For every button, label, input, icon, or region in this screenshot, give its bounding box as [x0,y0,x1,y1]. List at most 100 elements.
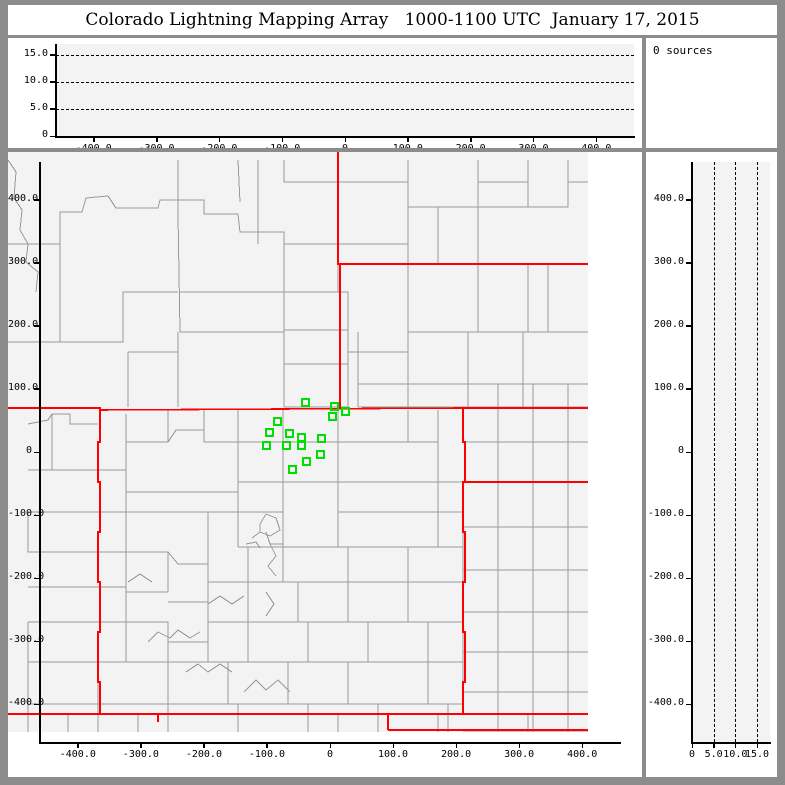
time-height-y-tick [50,108,56,110]
map-y-tick [34,451,40,453]
title-bar: Colorado Lightning Mapping Array 1000-11… [8,5,777,35]
map-y-ticklabel: -200.0 [8,571,45,583]
hist-y-ticklabel: 0 [677,445,684,456]
time-height-x-tick [532,136,535,142]
time-height-x-ticklabel: -300.0 [117,143,197,148]
hist-y-tick [686,262,692,264]
lightning-source-marker [328,411,338,421]
map-y-ticklabel: 100.0 [8,381,39,393]
map-y-ticklabel: 0 [25,445,32,456]
map-y-ticklabel: -400.0 [8,697,45,709]
lightning-source-marker [288,465,298,475]
map-x-tick [140,742,142,748]
time-height-x-tick [595,136,598,142]
time-height-x-tick [93,136,95,142]
time-height-y-ticklabel: 0 [41,129,48,140]
hist-gridline [735,162,737,742]
map-y-tick [34,199,40,201]
hist-y-ticklabel: 400.0 [653,192,684,204]
time-height-panel[interactable]: 05.010.015.0-400.0-300.0-200.0-100.00100… [8,38,642,148]
source-count-label: 0 sources [653,44,713,57]
hist-y-tick [686,640,692,643]
state-boundaries [8,152,588,731]
lightning-source-marker [264,428,274,438]
time-height-x-tick [281,136,284,142]
time-height-y-ticklabel: 15.0 [23,47,48,59]
time-height-y-tick [50,54,56,56]
time-height-x-tick [470,136,472,142]
time-height-x-ticklabel: 100.0 [368,143,448,148]
map-x-tick [77,742,79,748]
hist-y-ticklabel: -400.0 [647,697,684,709]
time-height-x-ticklabel: -100.0 [242,143,322,148]
map-y-ticklabel: 300.0 [8,255,39,267]
hist-y-tick [686,514,692,517]
map-x-ticklabel: -200.0 [185,749,222,760]
map-x-ticklabel: 400.0 [567,749,598,760]
lightning-source-marker [301,398,311,408]
map-x-tick [329,742,331,748]
lightning-source-marker [302,457,312,467]
time-height-y-tick [50,81,56,83]
map-x-ticklabel: -300.0 [122,749,159,760]
hist-y-ticklabel: -200.0 [647,571,684,583]
map-plot-area[interactable] [8,152,588,732]
map-y-ticklabel: 200.0 [8,318,39,330]
map-x-tick [266,742,268,748]
altitude-histogram-plot-area[interactable] [692,162,770,742]
time-height-gridline [56,108,634,110]
altitude-histogram-panel[interactable]: 0 5.0 10.0 15.0 400.0 300.0 200.0 100.0 0 -100.0 -… [646,152,777,777]
time-height-plot-area[interactable] [56,44,634,136]
lightning-source-marker [297,433,307,443]
hist-x-tick [756,742,758,748]
map-y-tick [34,262,40,264]
hist-y-tick [686,577,692,580]
map-x-ticklabel: -400.0 [59,749,96,760]
time-height-x-tick [156,136,158,142]
time-height-y-ticklabel: 10.0 [23,74,48,86]
time-height-x-ticklabel: 300.0 [493,143,573,148]
map-y-tick [34,388,40,390]
time-height-y-ticklabel: 5.0 [29,101,48,113]
lightning-source-marker [284,428,294,438]
hist-x-ticklabel: 0 [688,749,696,760]
plan-view-map-panel[interactable]: 400.0 300.0 200.0 100.0 0 -100.0 -200.0 -300.0 -… [8,152,642,777]
lightning-source-marker [317,433,327,443]
time-height-gridline [56,54,634,56]
hist-y-tick [686,388,692,390]
lightning-source-marker [261,441,271,451]
map-x-ticklabel: 0 [326,749,334,760]
lightning-source-marker [341,406,351,416]
map-y-tick [34,325,40,327]
hist-x-tick [713,742,715,748]
time-height-x-ticklabel: -200.0 [179,143,259,148]
time-height-gridline [56,81,634,83]
page-title: Colorado Lightning Mapping Array 1000-11… [85,10,700,30]
hist-x-ticklabel: 5.0 [704,749,723,760]
hist-y-tick [686,703,692,706]
map-x-ticklabel: -100.0 [248,749,286,760]
map-x-ticklabel: 100.0 [377,749,409,760]
map-y-tick [34,514,40,517]
lightning-source-marker [297,441,307,451]
map-y-tick [34,577,40,580]
map-x-tick [518,742,521,748]
hist-gridline [713,162,715,742]
source-count-panel: 0 sources [646,38,777,148]
lightning-source-marker [316,450,326,460]
map-x-tick [203,742,205,748]
map-x-tick [392,742,395,748]
lightning-source-marker [273,416,283,426]
time-height-x-tick [407,136,409,142]
hist-y-tick [686,199,692,201]
hist-x-ticklabel: 15.0 [744,749,770,760]
hist-y-ticklabel: -300.0 [647,634,684,646]
hist-y-ticklabel: 100.0 [653,381,684,393]
hist-gridline [757,162,758,742]
map-y-ticklabel: 400.0 [8,192,39,204]
map-x-ticklabel: 300.0 [504,749,535,760]
map-x-tick [581,742,584,748]
time-height-x-ticklabel: 400.0 [556,143,636,148]
map-y-tick [34,640,40,643]
